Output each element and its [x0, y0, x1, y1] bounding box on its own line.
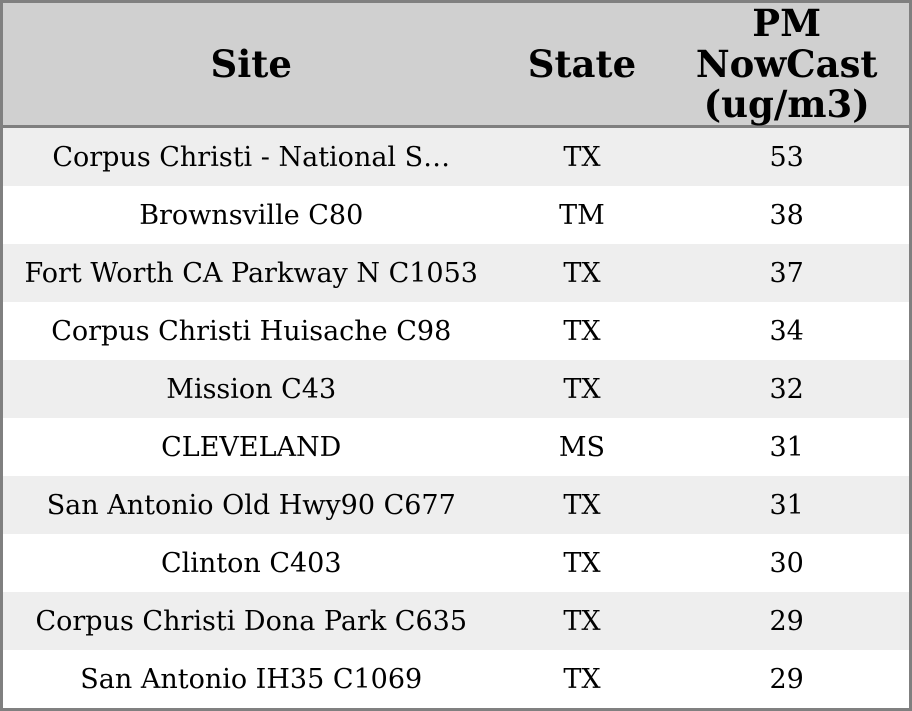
- table-row: Corpus Christi Huisache C98 TX 34: [3, 302, 909, 361]
- state-cell: TX: [499, 650, 665, 708]
- pm-value-cell: 32: [664, 360, 909, 419]
- column-header-site: Site: [3, 3, 500, 129]
- site-cell: San Antonio IH35 C1069: [3, 650, 500, 708]
- site-cell: Fort Worth CA Parkway N C1053: [3, 244, 500, 303]
- pm-value-cell: 31: [664, 476, 909, 535]
- pm-value-cell: 53: [664, 126, 909, 187]
- state-cell: TX: [499, 592, 665, 651]
- state-cell: TM: [499, 186, 665, 245]
- table-row: Corpus Christi Dona Park C635 TX 29: [3, 592, 909, 651]
- table-row: CLEVELAND MS 31: [3, 418, 909, 477]
- site-cell: Corpus Christi - National S…: [3, 126, 500, 187]
- table-row: Brownsville C80 TM 38: [3, 186, 909, 245]
- pm-value-cell: 29: [664, 592, 909, 651]
- site-cell: Corpus Christi Dona Park C635: [3, 592, 500, 651]
- table-header: Site State PM NowCast (ug/m3): [3, 3, 909, 129]
- pm-value-cell: 30: [664, 534, 909, 593]
- state-cell: TX: [499, 126, 665, 187]
- site-cell: Corpus Christi Huisache C98: [3, 302, 500, 361]
- table-row: Clinton C403 TX 30: [3, 534, 909, 593]
- column-header-state: State: [499, 3, 665, 129]
- site-cell: Mission C43: [3, 360, 500, 419]
- table-row: San Antonio Old Hwy90 C677 TX 31: [3, 476, 909, 535]
- table-row: Corpus Christi - National S… TX 53: [3, 126, 909, 187]
- pm-value-cell: 37: [664, 244, 909, 303]
- pm-value-cell: 29: [664, 650, 909, 708]
- state-cell: TX: [499, 302, 665, 361]
- pm-value-cell: 38: [664, 186, 909, 245]
- air-quality-table: Site State PM NowCast (ug/m3) Corpus Chr…: [3, 3, 909, 708]
- state-cell: TX: [499, 244, 665, 303]
- table-row: Mission C43 TX 32: [3, 360, 909, 419]
- site-cell: CLEVELAND: [3, 418, 500, 477]
- table-body: Corpus Christi - National S… TX 53 Brown…: [3, 126, 909, 708]
- site-cell: Clinton C403: [3, 534, 500, 593]
- pm-value-cell: 34: [664, 302, 909, 361]
- pm-value-cell: 31: [664, 418, 909, 477]
- column-header-pm-nowcast: PM NowCast (ug/m3): [664, 3, 909, 129]
- state-cell: TX: [499, 360, 665, 419]
- state-cell: TX: [499, 476, 665, 535]
- state-cell: MS: [499, 418, 665, 477]
- site-cell: San Antonio Old Hwy90 C677: [3, 476, 500, 535]
- state-cell: TX: [499, 534, 665, 593]
- site-cell: Brownsville C80: [3, 186, 500, 245]
- table-row: Fort Worth CA Parkway N C1053 TX 37: [3, 244, 909, 303]
- table-row: San Antonio IH35 C1069 TX 29: [3, 650, 909, 708]
- header-row: Site State PM NowCast (ug/m3): [3, 3, 909, 129]
